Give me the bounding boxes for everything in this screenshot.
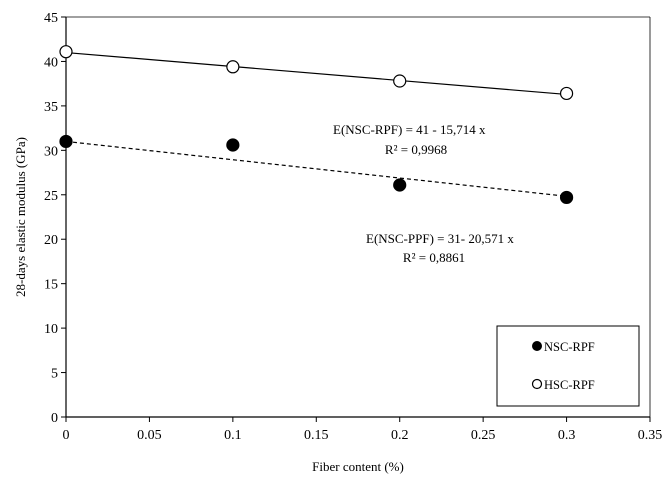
point-nsc-rpf bbox=[226, 138, 240, 152]
x-tick-label: 0.1 bbox=[224, 428, 242, 443]
x-tick-label: 0.3 bbox=[558, 428, 576, 443]
x-tick-label: 0.25 bbox=[471, 428, 496, 443]
legend-label-hsc-rpf: HSC-RPF bbox=[544, 378, 595, 392]
x-tick-label: 0.05 bbox=[137, 428, 162, 443]
y-tick-label: 0 bbox=[51, 411, 58, 426]
legend: NSC-RPF HSC-RPF bbox=[496, 325, 640, 407]
y-tick-label: 40 bbox=[44, 55, 58, 70]
annotation-r2-1: R² = 0,9968 bbox=[385, 142, 447, 157]
point-nsc-rpf bbox=[559, 190, 574, 205]
y-tick-label: 35 bbox=[44, 100, 58, 115]
y-tick-label: 5 bbox=[51, 367, 58, 382]
point-nsc-rpf bbox=[393, 178, 407, 192]
x-ticks: 0 0.05 0.1 0.15 0.2 0.25 0.3 0.35 bbox=[63, 417, 663, 443]
trendline-hsc-rpf bbox=[65, 51, 567, 96]
point-hsc-rpf bbox=[393, 74, 407, 88]
y-tick-label: 25 bbox=[44, 189, 58, 204]
y-axis-title: 28-days elastic modulus (GPa) bbox=[13, 137, 28, 297]
y-tick-label: 45 bbox=[44, 11, 58, 26]
x-tick-label: 0.15 bbox=[304, 428, 329, 443]
legend-box bbox=[496, 325, 640, 407]
y-tick-label: 10 bbox=[44, 322, 58, 337]
y-tick-label: 15 bbox=[44, 278, 58, 293]
annotation-equation-2: E(NSC-PPF) = 31- 20,571 x bbox=[366, 231, 514, 246]
point-hsc-rpf bbox=[226, 60, 240, 74]
trendline-nsc-rpf bbox=[65, 140, 567, 197]
legend-marker-hsc-rpf bbox=[531, 378, 543, 390]
y-tick-label: 20 bbox=[44, 233, 58, 248]
trendlines bbox=[65, 51, 567, 197]
y-ticks: 0 5 10 15 20 25 30 35 40 45 bbox=[44, 11, 66, 426]
data-points bbox=[59, 45, 574, 205]
x-tick-label: 0 bbox=[63, 428, 70, 443]
point-hsc-rpf bbox=[559, 86, 574, 101]
annotation-equation-1: E(NSC-RPF) = 41 - 15,714 x bbox=[333, 122, 486, 137]
legend-marker-nsc-rpf bbox=[532, 341, 542, 351]
point-nsc-rpf bbox=[59, 134, 73, 149]
y-tick-label: 30 bbox=[44, 144, 58, 159]
legend-label-nsc-rpf: NSC-RPF bbox=[544, 340, 595, 354]
x-tick-label: 0.2 bbox=[391, 428, 409, 443]
x-tick-label: 0.35 bbox=[638, 428, 663, 443]
x-axis-title: Fiber content (%) bbox=[312, 459, 404, 474]
point-hsc-rpf bbox=[59, 45, 73, 59]
annotation-r2-2: R² = 0,8861 bbox=[403, 250, 465, 265]
